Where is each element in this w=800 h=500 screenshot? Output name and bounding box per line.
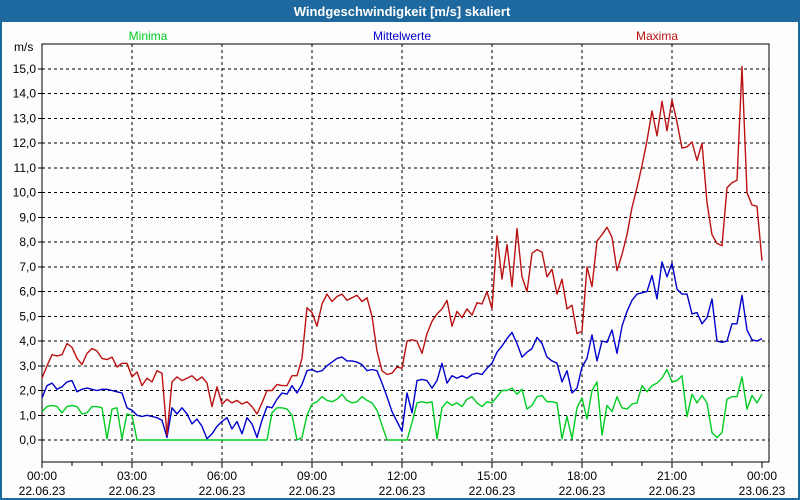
x-tick-time-label: 21:00	[657, 469, 687, 483]
x-tick-date-label: 22.06.23	[199, 484, 246, 498]
series-minima	[41, 368, 763, 441]
y-tick-label: 4,0	[19, 334, 36, 348]
y-tick-label: 5,0	[19, 309, 36, 323]
series-maxima	[41, 65, 763, 436]
y-axis-unit-label: m/s	[14, 40, 34, 54]
y-tick-label: 15,0	[13, 62, 37, 76]
y-tick-label: 14,0	[13, 87, 37, 101]
x-tick-date-label: 22.06.23	[379, 484, 426, 498]
legend-label-mittelwerte: Mittelwerte	[372, 29, 432, 43]
y-tick-label: 10,0	[13, 186, 37, 200]
y-tick-label: 9,0	[19, 210, 36, 224]
x-tick-time-label: 03:00	[117, 469, 147, 483]
x-tick-date-label: 22.06.23	[109, 484, 156, 498]
y-tick-label: 6,0	[19, 285, 36, 299]
x-tick-time-label: 12:00	[387, 469, 417, 483]
legend-label-minima: Minima	[128, 29, 168, 43]
legend-label-maxima: Maxima	[635, 29, 679, 43]
y-tick-label: 0,0	[19, 433, 36, 447]
x-tick-date-label: 22.06.23	[559, 484, 606, 498]
x-tick-time-label: 15:00	[477, 469, 507, 483]
y-tick-label: 7,0	[19, 260, 36, 274]
x-tick-date-label: 22.06.23	[649, 484, 696, 498]
x-tick-time-label: 18:00	[567, 469, 597, 483]
y-tick-label: 11,0	[14, 161, 37, 175]
y-tick-label: 8,0	[19, 235, 36, 249]
x-tick-date-label: 22.06.23	[469, 484, 516, 498]
window-title: Windgeschwindigkeit [m/s] skaliert	[293, 3, 511, 19]
x-tick-time-label: 00:00	[747, 469, 777, 483]
plot-border	[41, 43, 770, 463]
x-tick-date-label: 22.06.23	[289, 484, 336, 498]
x-tick-date-label: 23.06.23	[739, 484, 786, 498]
series-mittelwerte	[41, 261, 763, 440]
x-tick-time-label: 00:00	[27, 469, 57, 483]
y-tick-label: 13,0	[13, 111, 37, 125]
x-tick-time-label: 09:00	[297, 469, 327, 483]
y-tick-label: 2,0	[19, 384, 36, 398]
y-tick-label: 1,0	[19, 408, 36, 422]
title-bar: Windgeschwindigkeit [m/s] skaliert	[2, 2, 798, 22]
x-tick-date-label: 22.06.23	[19, 484, 66, 498]
y-tick-label: 12,0	[13, 136, 37, 150]
y-tick-label: 3,0	[19, 359, 36, 373]
x-tick-time-label: 06:00	[207, 469, 237, 483]
